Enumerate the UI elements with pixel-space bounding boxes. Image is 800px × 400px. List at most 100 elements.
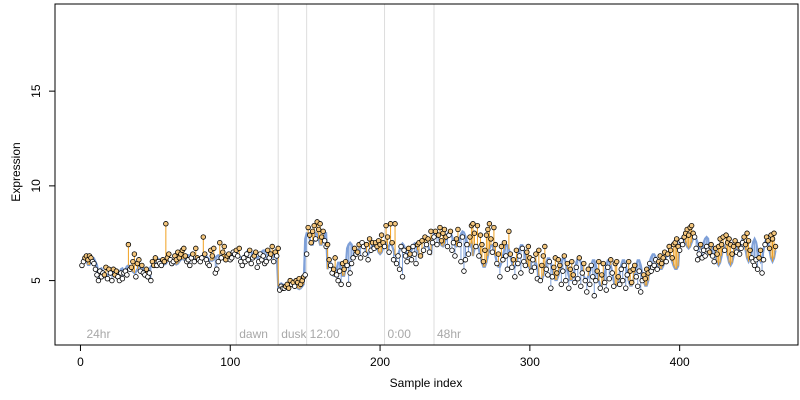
data-point-35: [131, 251, 138, 257]
data-point-175: [341, 266, 347, 272]
data-point-142: [291, 283, 298, 289]
data-point-397: [673, 236, 680, 242]
data-point-235: [431, 234, 437, 240]
data-point-271: [485, 226, 491, 233]
x-tick-label-0: 0: [77, 355, 84, 369]
data-point-324: [564, 260, 571, 267]
data-point-274: [489, 249, 496, 255]
data-point-218: [405, 245, 412, 252]
data-point-297: [524, 249, 530, 255]
data-point-253: [458, 258, 464, 265]
data-point-420: [708, 241, 714, 248]
data-point-301: [530, 257, 536, 263]
data-point-217: [404, 258, 410, 265]
data-point-251: [455, 226, 461, 233]
data-point-461: [769, 236, 776, 242]
data-point-285: [506, 228, 512, 235]
data-point-85: [206, 262, 212, 269]
data-point-308: [540, 253, 547, 259]
data-point-427: [718, 241, 725, 248]
data-point-104: [235, 253, 241, 259]
marker-label-5: 48hr: [437, 327, 461, 341]
data-point-210: [393, 260, 400, 267]
time-markers: 24hr dawn dusk 12:00 0:00 48hr: [86, 4, 461, 345]
data-point-363: [623, 285, 629, 291]
data-point-123: [263, 258, 269, 265]
data-point-236: [432, 228, 439, 235]
data-point-257: [464, 241, 470, 248]
data-point-160: [318, 234, 325, 240]
data-point-56: [163, 221, 169, 227]
data-point-399: [676, 247, 683, 253]
data-point-436: [732, 238, 738, 244]
data-point-387: [658, 260, 665, 267]
data-point-345: [596, 258, 602, 265]
data-point-233: [428, 228, 434, 235]
data-point-27: [119, 275, 126, 282]
data-point-222: [411, 251, 418, 257]
data-point-15: [101, 272, 108, 278]
data-point-10: [94, 272, 100, 278]
data-point-413: [697, 241, 704, 248]
data-point-91: [215, 258, 221, 265]
data-point-94: [220, 249, 226, 255]
data-point-435: [730, 243, 737, 250]
data-point-328: [570, 272, 577, 278]
data-point-8: [91, 260, 97, 267]
data-point-412: [696, 251, 702, 257]
data-point-238: [435, 232, 442, 238]
data-point-153: [308, 239, 314, 246]
data-point-350: [603, 287, 609, 293]
data-point-305: [536, 247, 542, 253]
data-point-296: [522, 262, 529, 269]
data-point-230: [423, 241, 430, 248]
data-point-177: [344, 262, 350, 269]
data-point-68: [181, 245, 187, 252]
x-tick-label-3: 300: [520, 355, 540, 369]
data-point-172: [336, 268, 343, 274]
data-point-384: [654, 266, 660, 272]
data-point-254: [459, 234, 466, 240]
data-point-419: [706, 249, 713, 255]
data-point-19: [107, 270, 114, 276]
data-point-231: [425, 236, 431, 242]
data-point-98: [226, 251, 232, 257]
data-point-453: [757, 247, 764, 253]
data-point-320: [558, 281, 565, 288]
data-point-190: [363, 241, 370, 248]
data-point-280: [498, 243, 505, 250]
data-point-309: [542, 243, 548, 250]
data-point-30: [124, 272, 130, 278]
data-point-444: [744, 230, 750, 236]
data-point-438: [735, 241, 741, 248]
data-point-11: [95, 277, 102, 284]
data-point-232: [426, 249, 433, 255]
data-point-456: [762, 241, 768, 248]
data-point-270: [483, 232, 490, 238]
data-point-331: [575, 275, 581, 282]
data-point-379: [646, 260, 653, 267]
data-point-343: [593, 277, 599, 284]
data-point-20: [109, 277, 115, 284]
data-point-307: [539, 262, 545, 269]
data-point-242: [441, 226, 448, 233]
data-point-121: [260, 253, 266, 259]
data-point-93: [218, 255, 224, 261]
data-point-189: [362, 251, 368, 257]
data-point-80: [199, 255, 205, 261]
data-point-275: [491, 224, 497, 231]
data-point-76: [193, 245, 199, 252]
data-point-303: [533, 251, 539, 257]
data-point-321: [560, 268, 566, 274]
data-points: [79, 219, 779, 299]
data-point-416: [702, 253, 708, 259]
data-point-329: [572, 279, 578, 286]
data-point-151: [305, 224, 311, 231]
data-point-312: [546, 258, 553, 265]
data-point-339: [587, 281, 593, 288]
data-point-440: [738, 245, 744, 252]
data-point-95: [221, 243, 227, 250]
data-point-204: [384, 234, 391, 240]
data-point-212: [396, 266, 403, 272]
